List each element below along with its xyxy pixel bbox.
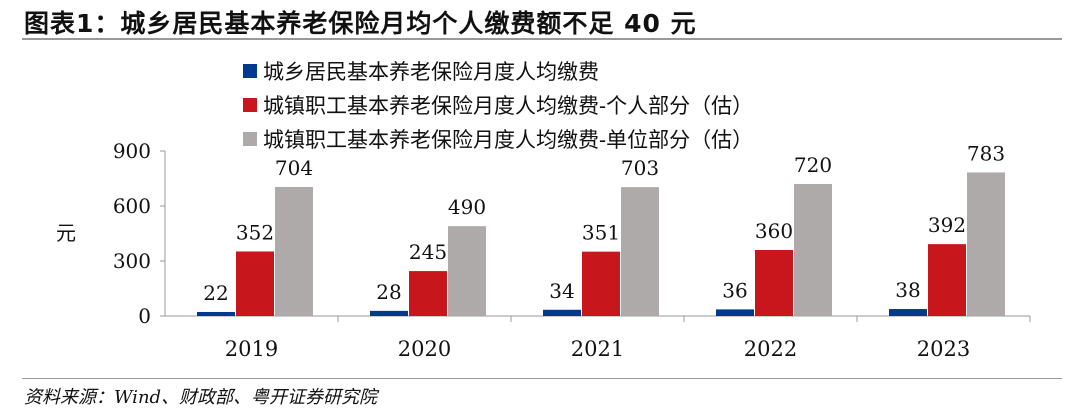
- y-tick-label: 600: [113, 194, 151, 218]
- bar: [543, 309, 581, 316]
- legend-item: 城镇职工基本养老保险月度人均缴费-个人部分（估）: [243, 88, 753, 122]
- data-label: 704: [275, 156, 313, 180]
- data-label: 703: [621, 156, 659, 180]
- bar: [755, 250, 793, 316]
- bar: [621, 187, 659, 316]
- bar: [794, 184, 832, 316]
- data-label: 34: [549, 279, 574, 303]
- y-tick-label: 0: [138, 304, 151, 328]
- legend-label: 城镇职工基本养老保险月度人均缴费-单位部分（估）: [263, 128, 754, 152]
- bar: [928, 244, 966, 316]
- y-tick-label: 900: [113, 139, 151, 163]
- bar: [889, 309, 927, 316]
- bar: [716, 309, 754, 316]
- title-divider: [22, 38, 1062, 40]
- bar: [967, 172, 1005, 316]
- bar: [582, 251, 620, 316]
- source-note: 资料来源：Wind、财政部、粤开证券研究院: [24, 387, 378, 408]
- data-label: 245: [409, 240, 447, 264]
- data-label: 360: [755, 219, 793, 243]
- chart-title: 图表1：城乡居民基本养老保险月均个人缴费额不足 40 元: [24, 9, 697, 38]
- data-label: 490: [448, 195, 486, 219]
- bar: [197, 311, 235, 316]
- legend-swatch: [243, 64, 257, 78]
- y-tick-label: 300: [113, 249, 151, 273]
- bar: [236, 251, 274, 316]
- legend-label: 城乡居民基本养老保险月度人均缴费: [263, 60, 599, 84]
- legend-item: 城乡居民基本养老保险月度人均缴费: [243, 54, 753, 88]
- legend-swatch: [243, 98, 257, 112]
- data-label: 22: [203, 281, 228, 305]
- bar: [275, 186, 313, 316]
- y-axis-label: 元: [56, 221, 76, 245]
- x-tick-label: 2023: [917, 337, 970, 361]
- data-label: 38: [895, 278, 920, 302]
- x-tick-label: 2019: [225, 337, 278, 361]
- x-tick-label: 2022: [744, 337, 797, 361]
- data-label: 351: [582, 221, 620, 245]
- data-label: 392: [928, 213, 966, 237]
- data-label: 783: [967, 141, 1005, 165]
- data-label: 352: [236, 220, 274, 244]
- data-label: 720: [794, 153, 832, 177]
- legend: 城乡居民基本养老保险月度人均缴费城镇职工基本养老保险月度人均缴费-个人部分（估）…: [243, 54, 753, 156]
- bar: [448, 226, 486, 316]
- legend-swatch: [243, 132, 257, 146]
- legend-label: 城镇职工基本养老保险月度人均缴费-个人部分（估）: [263, 94, 754, 118]
- bar: [409, 271, 447, 316]
- legend-item: 城镇职工基本养老保险月度人均缴费-单位部分（估）: [243, 122, 753, 156]
- data-label: 28: [376, 280, 401, 304]
- bar: [370, 310, 408, 316]
- x-tick-label: 2021: [571, 337, 624, 361]
- footer-divider: [22, 378, 1062, 379]
- data-label: 36: [722, 278, 747, 302]
- x-tick-label: 2020: [398, 337, 451, 361]
